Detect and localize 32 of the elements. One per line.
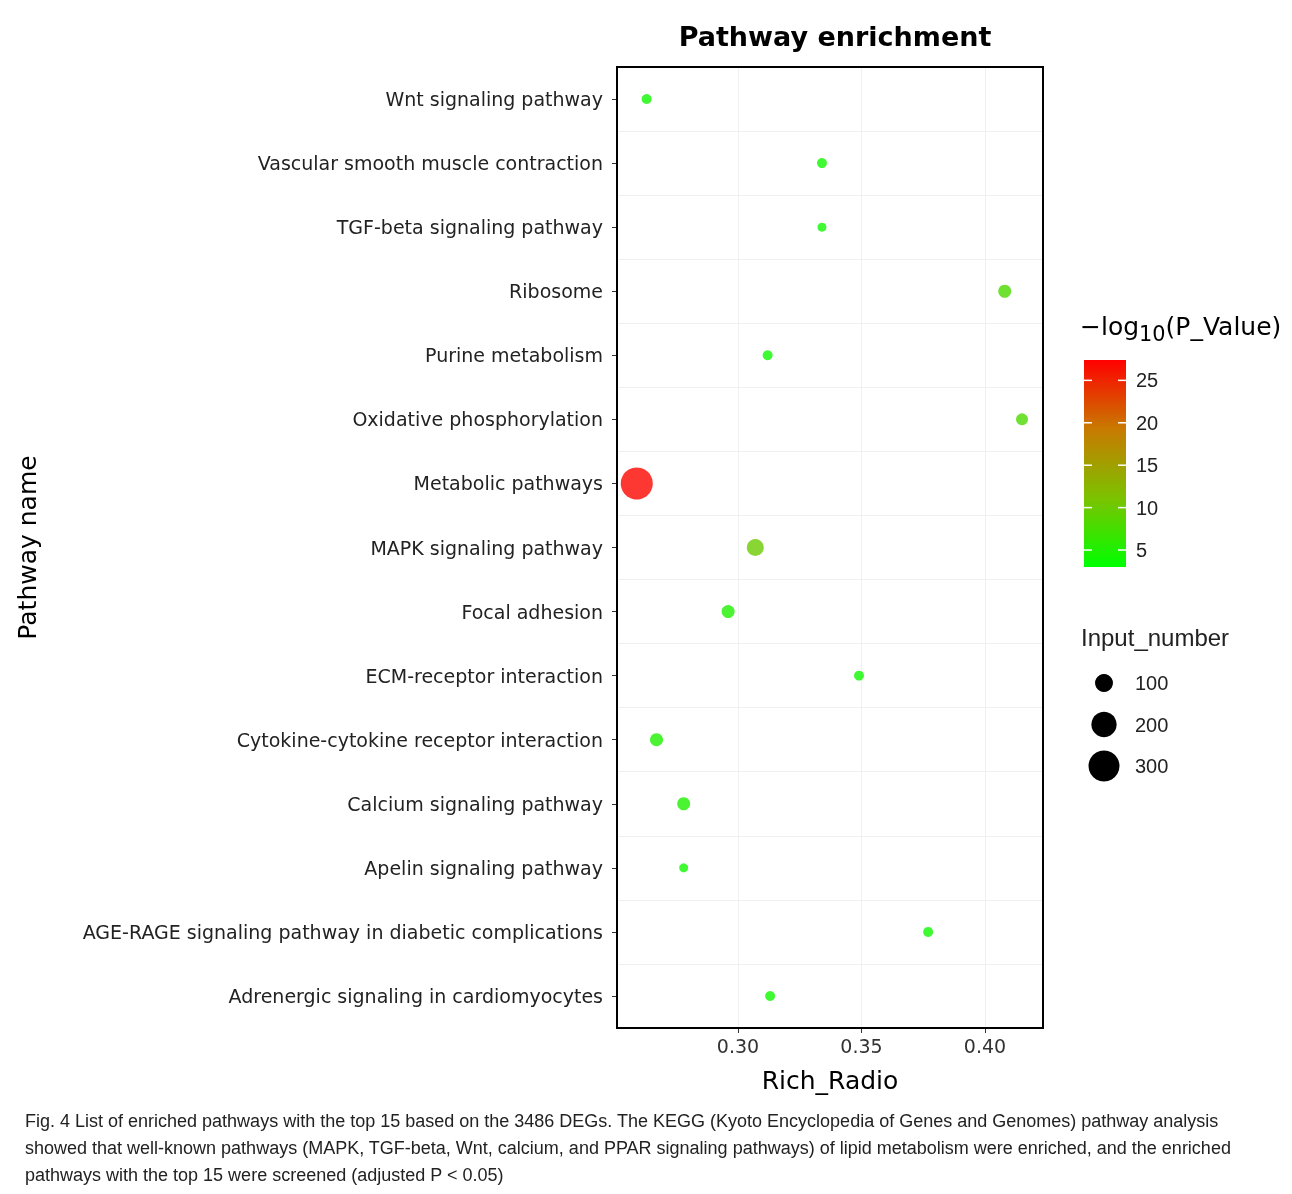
y-tick-label: TGF-beta signaling pathway — [335, 216, 603, 239]
y-tick-label: Vascular smooth muscle contraction — [257, 152, 603, 175]
legend-label: 200 — [1135, 713, 1169, 736]
y-tick-label: Cytokine-cytokine receptor interaction — [236, 728, 603, 751]
x-tick-label: 0.30 — [716, 1034, 760, 1057]
color-bar-label: 25 — [1136, 369, 1159, 392]
y-tick-label: Metabolic pathways — [413, 472, 603, 495]
x-axis-title: Rich_Radio — [761, 1066, 899, 1095]
y-axis-title: Pathway name — [13, 455, 42, 640]
y-tick-label: Ribosome — [509, 280, 603, 303]
y-tick-label: Purine metabolism — [425, 344, 603, 367]
y-tick-label: MAPK signaling pathway — [370, 536, 603, 559]
color-bar-label: 15 — [1136, 454, 1159, 477]
y-tick-label: Oxidative phosphorylation — [352, 408, 603, 431]
x-tick-label: 0.35 — [840, 1034, 883, 1057]
legend-title: Input_number — [1081, 623, 1230, 651]
color-bar-label: 20 — [1136, 411, 1159, 434]
y-tick-label: Focal adhesion — [461, 600, 603, 623]
caption: Fig. 4 List of enriched pathways with the top 15 based on the 3486 DEGs. The KEGG (Kyoto Encyclopedia of Genes and Genomes) pathway analysis showed that well-known pathways (MAPK, TGF-beta, Wnt, calcium, and PPAR signaling pathways) of lipid metabolism were enriched, and the enriched pathways with the top 15 were screened (adjusted P < 0.05) — [25, 1110, 1232, 1187]
y-tick-label: Apelin signaling pathway — [364, 856, 603, 879]
chart-title: Pathway enrichment — [678, 21, 992, 52]
legend-label: 300 — [1135, 755, 1169, 777]
y-tick-label: Wnt signaling pathway — [385, 88, 603, 111]
color-bar-label: 5 — [1136, 539, 1148, 562]
legend-label: 100 — [1135, 672, 1169, 694]
x-tick-label: 0.40 — [963, 1034, 1007, 1057]
color-bar-label: 10 — [1136, 496, 1159, 519]
color-bar-title: −log$_{10}$(P_Value) — [1080, 312, 1282, 346]
y-tick-label: Adrenergic signaling in cardiomyocytes — [228, 984, 603, 1007]
y-tick-label: AGE-RAGE signaling pathway in diabetic complications — [82, 920, 603, 943]
y-tick-label: ECM-receptor interaction — [365, 664, 603, 687]
y-tick-label: Calcium signaling pathway — [347, 792, 603, 815]
